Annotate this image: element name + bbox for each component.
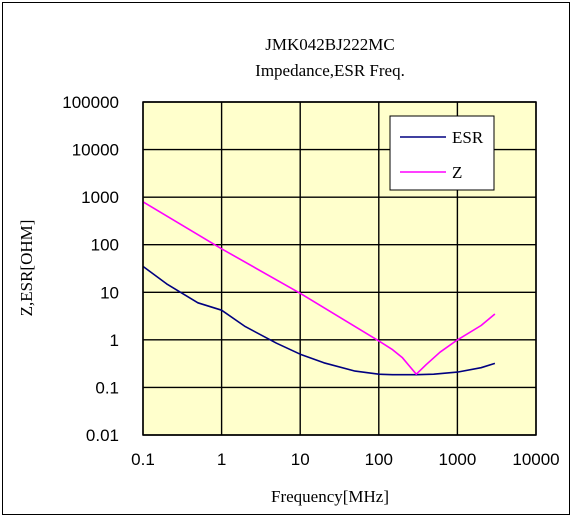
x-tick-label: 1 <box>217 450 226 469</box>
plot-border <box>142 101 537 436</box>
y-tick-label: 100 <box>91 236 119 255</box>
series-layer <box>142 201 496 376</box>
series-line-esr <box>142 265 496 376</box>
x-tick-label: 10000 <box>512 450 559 469</box>
x-tick-label: 100 <box>365 450 393 469</box>
y-tick-label: 100000 <box>62 93 119 112</box>
chart-title: JMK042BJ222MC <box>265 35 394 54</box>
x-tick-labels: 0.1 1 10 100 1000 10000 <box>131 450 559 469</box>
series-line-z <box>142 201 496 375</box>
legend-label-esr: ESR <box>452 128 484 147</box>
x-tick-label: 1000 <box>438 450 476 469</box>
x-tick-label: 10 <box>291 450 310 469</box>
y-tick-label: 10 <box>100 283 119 302</box>
y-tick-label: 10000 <box>72 141 119 160</box>
y-tick-label: 1 <box>110 331 119 350</box>
x-tick-label: 0.1 <box>131 450 155 469</box>
legend: ESR Z <box>389 115 495 191</box>
y-tick-label: 1000 <box>81 188 119 207</box>
legend-label-z: Z <box>452 163 462 182</box>
y-axis-label: Z,ESR[OHM] <box>17 220 36 317</box>
chart-subtitle: Impedance,ESR Freq. <box>255 61 405 80</box>
y-tick-label: 0.01 <box>86 426 119 445</box>
y-tick-labels: 0.01 0.1 1 10 100 1000 10000 100000 <box>62 93 119 445</box>
x-axis-label: Frequency[MHz] <box>271 487 389 506</box>
legend-box <box>389 115 495 191</box>
y-tick-label: 0.1 <box>95 378 119 397</box>
